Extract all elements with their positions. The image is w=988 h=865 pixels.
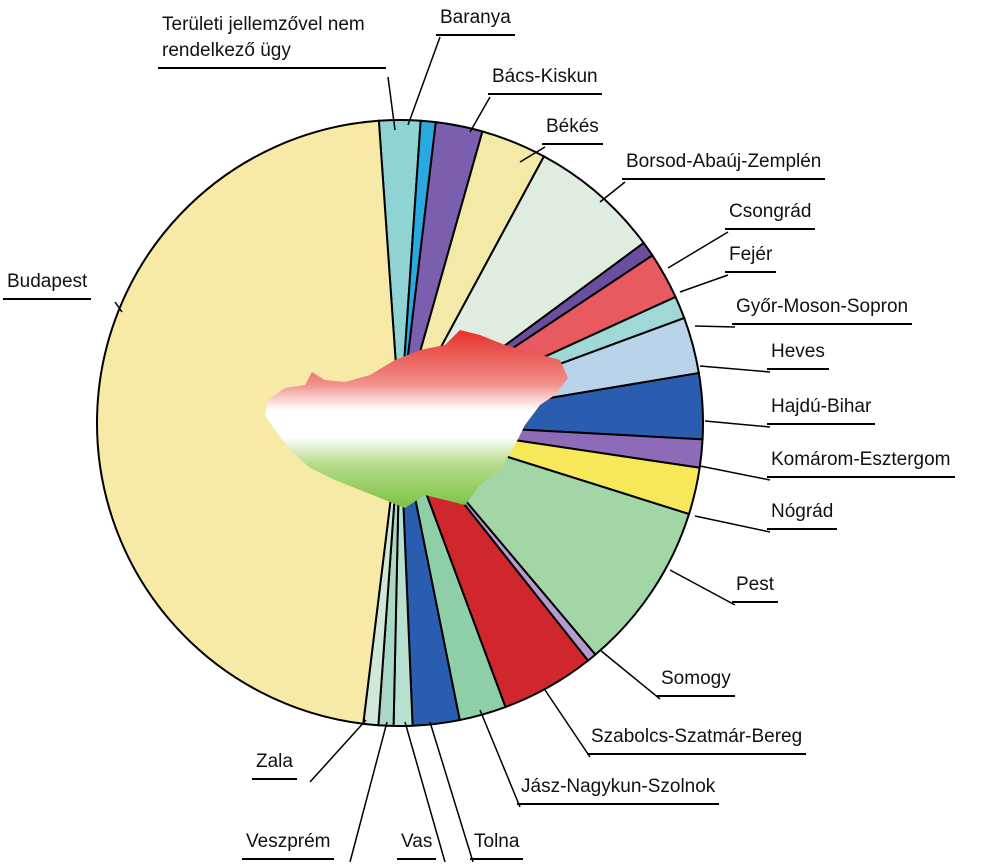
hungary-map (265, 330, 568, 508)
leader-line (694, 325, 736, 328)
leader-line (669, 569, 736, 606)
slice-label: Zala (252, 749, 297, 780)
leader-line (387, 76, 396, 131)
slice-label: Komárom-Esztergom (767, 447, 955, 478)
leader-line (679, 274, 729, 293)
slice-label: Békés (542, 114, 603, 145)
leader-line (519, 146, 546, 163)
leader-line (349, 721, 388, 863)
slice-label: Somogy (657, 666, 735, 697)
slice-label: Területi jellemzővel nem rendelkező ügy (158, 12, 386, 69)
leader-line (479, 709, 521, 808)
leader-line (599, 649, 661, 700)
leader-line (404, 721, 446, 863)
leader-line (694, 515, 771, 533)
leaders (114, 36, 771, 863)
leader-line (429, 721, 474, 863)
leader-line (667, 231, 729, 269)
slice-label: Győr-Moson-Sopron (732, 294, 913, 325)
leader-line (309, 719, 367, 783)
slice-label: Pest (732, 572, 779, 603)
slice-label: Tolna (470, 829, 524, 860)
slice-label: Szabolcs-Szatmár-Bereg (587, 724, 807, 755)
leader-line (407, 36, 441, 126)
leader-line (469, 96, 491, 133)
slice-label: Bács-Kiskun (488, 64, 602, 95)
slice-label: Nógrád (767, 499, 838, 530)
leader-line (699, 365, 771, 373)
slice-label: Baranya (436, 5, 515, 36)
slice-label: Csongrád (725, 199, 816, 230)
slice-label: Heves (767, 339, 829, 370)
leader-line (114, 301, 123, 313)
slice-label: Jász-Nagykun-Szolnok (517, 774, 720, 805)
leader-line (704, 420, 771, 428)
slice-label: Fejér (725, 242, 777, 273)
slice (96, 119, 402, 725)
slice-label: Hajdú-Bihar (767, 394, 876, 425)
leader-line (544, 689, 591, 758)
slice-label: Vas (397, 829, 437, 860)
slice-label: Budapest (3, 269, 92, 300)
slice-label: Borsod-Abaúj-Zemplén (622, 149, 826, 180)
leader-line (699, 465, 771, 481)
leader-line (599, 181, 626, 203)
slice-label: Veszprém (242, 829, 335, 860)
